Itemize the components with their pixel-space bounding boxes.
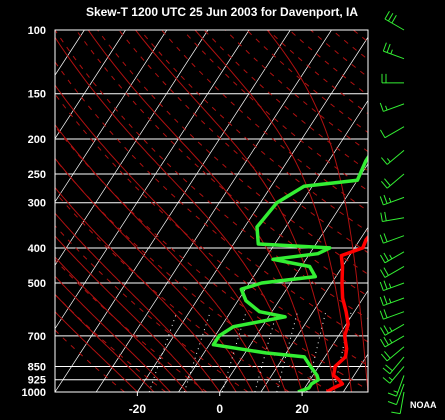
wind-barb [380,323,405,336]
dry-adiabat [331,30,368,61]
moist-adiabat [55,157,254,392]
wind-barb [380,266,405,278]
dry-adiabat [310,30,368,78]
dry-adiabat [55,259,208,392]
dry-adiabat [396,30,445,392]
pressure-tick-label: 300 [28,198,46,210]
chart-title: Skew-T 1200 UTC 25 Jun 2003 for Davenpor… [86,5,358,19]
wind-barb-column [379,10,405,415]
background-lines [0,30,445,392]
moist-adiabat [55,36,303,392]
mixing-ratio-line [306,311,327,392]
isotherm-line [137,36,368,392]
pressure-tick-label: 250 [28,169,46,181]
wind-barb [382,356,405,375]
wind-barb [379,102,405,112]
pressure-tick-label: 925 [28,375,46,387]
isotherm-line [55,30,209,266]
dry-adiabat [97,30,368,275]
wind-barb [387,375,405,397]
dry-adiabat [352,30,368,43]
dry-adiabat [55,191,290,392]
isotherm-line [178,99,368,392]
pressure-tick-label: 1000 [22,387,46,399]
temperature-line [325,234,368,392]
pressure-tick-label: 850 [28,361,46,373]
pressure-tick-label: 400 [28,243,46,255]
wind-barb [382,42,405,60]
moist-adiabat [55,256,188,392]
isotherm-line [384,30,445,392]
dry-adiabat [139,30,368,233]
wind-barb [380,251,405,264]
pressure-tick-label: 700 [28,331,46,343]
dry-adiabat [161,30,368,212]
wind-barb [380,126,405,139]
dry-adiabat [55,293,166,392]
pressure-tick-label: 200 [28,134,46,146]
wind-barb [381,73,404,84]
pressure-tick-label: 150 [28,89,46,101]
wind-barb [379,295,405,307]
moist-adiabat [135,30,336,392]
dry-adiabat [75,30,368,297]
wind-barb [379,309,405,320]
moist-adiabat [55,212,221,392]
temperature-tick-label: 20 [295,402,309,416]
isotherm-line [301,289,368,392]
wind-barb [379,194,405,206]
dry-adiabat [55,329,125,392]
wind-barb [380,149,405,165]
wind-barb [379,280,405,292]
temperature-tick-label: 0 [216,402,223,416]
dry-adiabat [55,61,368,343]
dry-adiabat [225,30,368,153]
moist-adiabat [55,275,171,392]
wind-barb [380,346,405,362]
isotherm-line [55,30,168,203]
moist-adiabat [55,235,204,392]
dry-adiabat [118,30,368,254]
isotherm-line [342,353,368,392]
isotherm-line [55,30,126,140]
dry-adiabat [289,30,368,96]
isotherm-line [0,30,2,392]
mixing-ratio-line [276,311,299,392]
wind-barb [380,211,405,223]
plot-frame [54,29,369,393]
moist-adiabat [55,124,270,392]
wind-barb [391,391,405,415]
dry-adiabat [55,30,368,320]
credit-label: NOAA [410,400,437,410]
moist-adiabat [55,293,155,392]
dewpoint-line [211,154,368,392]
isotherm-line [260,226,368,392]
moist-adiabat [194,30,352,392]
temperature-tick-label: -20 [129,402,147,416]
dry-adiabat [182,30,368,192]
pressure-tick-label: 100 [28,25,46,37]
moist-adiabat [87,30,320,392]
wind-barb [384,10,405,31]
dry-adiabat [267,30,368,115]
isotherm-line [95,30,332,392]
moist-adiabat [55,311,138,392]
wind-barb [380,173,405,189]
wind-barb [387,383,405,406]
pressure-tick-label: 500 [28,278,46,290]
series-layer [211,154,368,392]
isotherm-line [219,163,368,392]
wind-barb [382,366,405,384]
dry-adiabat [55,93,368,367]
moist-adiabat [55,186,237,392]
moist-adiabat [266,30,368,392]
wind-barb [380,335,405,348]
moist-adiabat [55,84,287,392]
wind-barb [379,233,405,244]
isotherm-line [55,30,291,392]
dry-adiabat [375,30,445,392]
